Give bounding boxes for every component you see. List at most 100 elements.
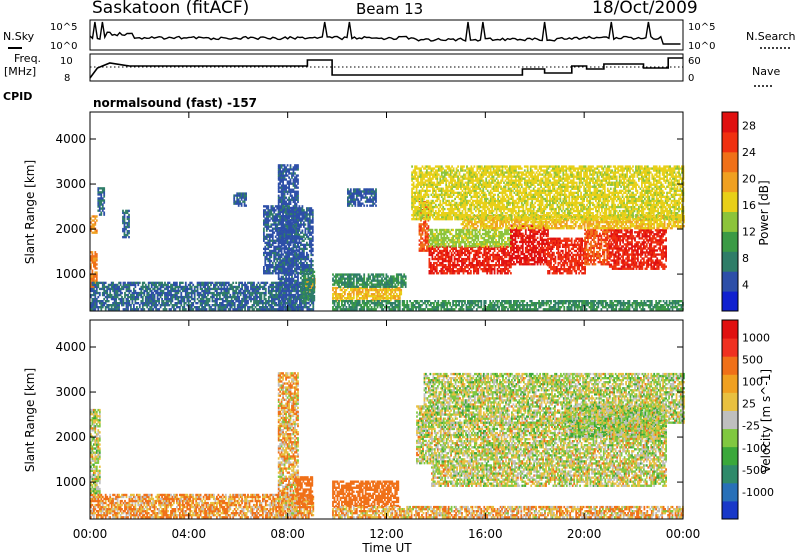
power-cell [274, 217, 277, 220]
power-cell [294, 270, 296, 273]
power-cell [244, 285, 246, 289]
power-cell [283, 302, 286, 305]
power-cell [307, 295, 310, 298]
power-cell [192, 302, 195, 305]
power-cell [190, 281, 193, 285]
power-cell [352, 277, 355, 280]
power-cell [310, 293, 313, 296]
power-cell [93, 300, 95, 303]
power-cell [286, 210, 289, 214]
power-cell [116, 291, 119, 295]
power-cell [146, 291, 149, 295]
power-cell [121, 302, 123, 305]
power-cell [310, 245, 313, 249]
power-cell [267, 259, 270, 263]
power-cell [147, 283, 150, 287]
power-cell [480, 306, 483, 309]
power-cell [369, 304, 371, 307]
power-cell [301, 217, 304, 220]
power-cell [307, 302, 310, 305]
power-cell [397, 288, 400, 292]
power-cell [288, 184, 290, 187]
power-cell [358, 300, 361, 303]
power-cell [174, 308, 177, 311]
power-cell [615, 308, 618, 311]
power-cell [308, 229, 311, 232]
power-cell [242, 196, 244, 199]
power-cell [282, 291, 285, 295]
power-cell [535, 306, 537, 309]
power-cell [280, 178, 283, 181]
power-cell [264, 235, 267, 238]
power-cell [307, 286, 310, 290]
power-cell [288, 253, 290, 256]
power-cell [344, 291, 346, 294]
power-cell [291, 293, 293, 297]
power-cell [308, 237, 311, 240]
power-cell [285, 291, 288, 295]
power-cell [150, 300, 153, 303]
power-cell [370, 300, 373, 303]
power-cell [263, 229, 265, 232]
power-cell [243, 200, 246, 203]
power-cell [272, 306, 275, 309]
power-cell [95, 304, 98, 307]
power-cell [335, 281, 337, 284]
power-cell [127, 293, 129, 297]
power-cell [375, 299, 377, 302]
power-cell [373, 295, 376, 298]
power-cell [288, 289, 290, 293]
power-cell [291, 285, 293, 289]
power-cell [357, 295, 360, 298]
power-cell [131, 300, 134, 303]
power-cell [288, 275, 290, 279]
power-cell [98, 300, 101, 303]
power-cell [292, 237, 295, 240]
power-cell [128, 304, 131, 307]
power-cell [277, 186, 280, 189]
power-cell [295, 295, 298, 299]
nave-label: Nave [752, 65, 780, 78]
power-cell [204, 283, 206, 287]
power-cell [198, 283, 200, 287]
power-cell [294, 302, 297, 305]
power-cell [282, 308, 284, 311]
power-cell [304, 286, 307, 290]
power-cell [103, 201, 106, 204]
power-cell [306, 266, 308, 269]
power-cell [338, 302, 340, 305]
power-cell [260, 281, 263, 285]
power-cell [250, 297, 252, 301]
power-cell [100, 187, 103, 190]
power-cell [208, 300, 211, 303]
power-cell [285, 196, 287, 199]
power-cell [274, 268, 277, 271]
power-cell [282, 204, 284, 208]
power-cell [270, 233, 273, 236]
power-cell [265, 235, 268, 238]
power-cell [304, 299, 307, 302]
power-cell [107, 285, 110, 289]
power-cell [264, 219, 267, 222]
power-cell [276, 219, 279, 222]
power-cell [294, 245, 296, 248]
power-cell [390, 295, 392, 298]
power-cell [267, 266, 270, 269]
power-cell [156, 287, 159, 291]
power-cell [288, 190, 290, 193]
power-cell [121, 304, 123, 307]
power-cell [379, 275, 382, 278]
power-cell [298, 255, 301, 259]
power-cell [103, 207, 106, 210]
power-cell [95, 277, 98, 280]
power-cell [267, 211, 270, 214]
power-cell [367, 273, 370, 276]
power-cell [300, 243, 302, 247]
power-cell [279, 218, 282, 222]
power-cell [174, 289, 177, 293]
power-cell [183, 300, 186, 303]
power-cell [388, 288, 391, 292]
power-cell [299, 285, 301, 289]
power-cell [345, 297, 348, 300]
power-cell [162, 302, 165, 305]
